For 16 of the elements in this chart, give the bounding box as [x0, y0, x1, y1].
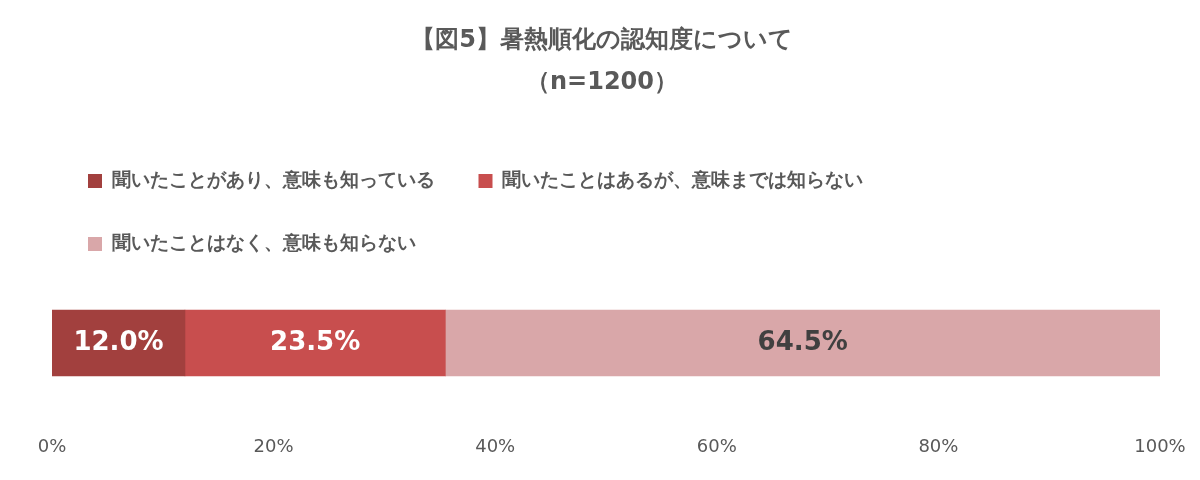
legend-label: 聞いたことはあるが、意味までは知らない — [502, 168, 863, 191]
legend-label: 聞いたことがあり、意味も知っている — [111, 168, 435, 191]
bar — [445, 309, 1160, 377]
x-tick-label: 100% — [1134, 434, 1186, 456]
data-label: 23.5% — [270, 325, 361, 356]
x-tick-label: 60% — [696, 434, 737, 456]
data-label: 12.0% — [73, 325, 164, 356]
x-tick-label: 80% — [918, 434, 959, 456]
bar — [184, 309, 446, 377]
x-tick-label: 20% — [253, 434, 294, 456]
x-tick-label: 40% — [475, 434, 516, 456]
legend-label: 聞いたことはなく、意味も知らない — [111, 231, 416, 254]
chart-subtitle: （n=1200） — [526, 67, 678, 96]
chart-title: 【図5】暑熱順化の認知度について — [411, 24, 793, 53]
x-tick-label: 0% — [37, 434, 67, 456]
data-label: 64.5% — [757, 325, 848, 356]
